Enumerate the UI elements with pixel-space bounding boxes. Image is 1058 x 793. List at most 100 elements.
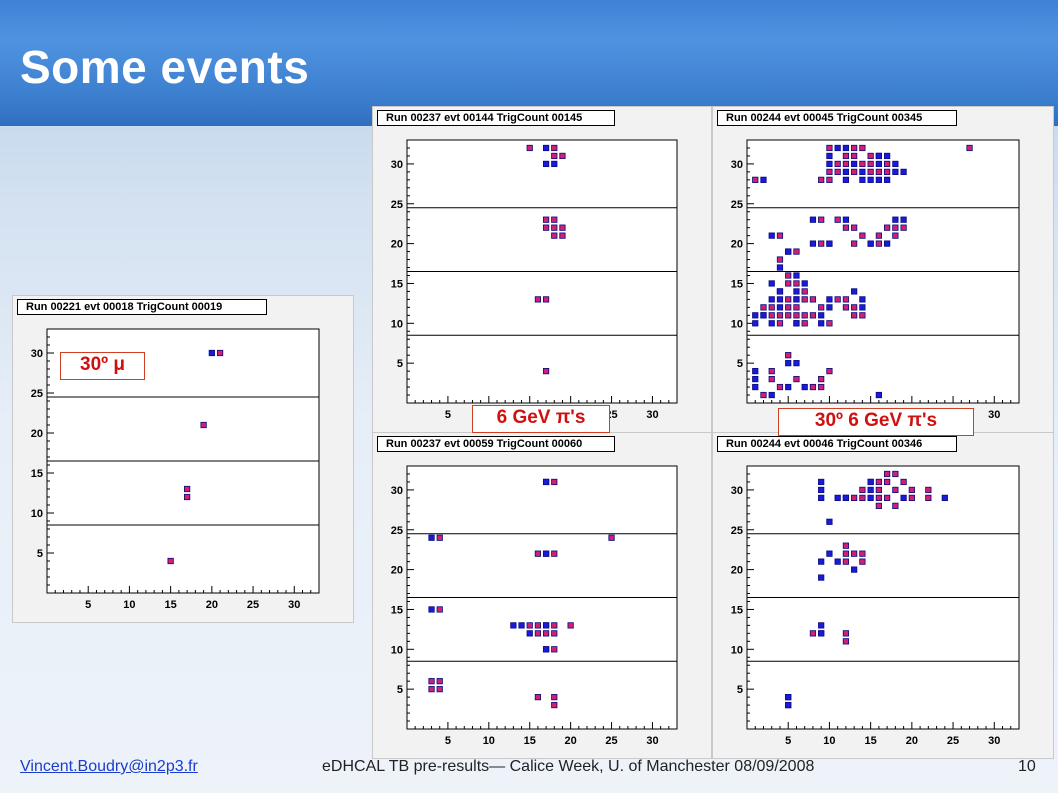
red-pad-hit [534,694,542,701]
red-pad-hit [785,280,792,287]
red-pad-hit [834,216,841,223]
red-pad-hit [818,383,825,391]
red-pad-hit [884,160,891,168]
red-pad-hit [551,224,558,231]
blue-pad-hit [826,240,833,247]
red-pad-hit [925,486,932,494]
red-pad-hit [801,296,808,303]
red-pad-hit [793,375,800,383]
blue-pad-hit [818,494,825,501]
blue-pad-hit [518,622,525,629]
blue-pad-hit [752,368,759,375]
blue-pad-hit [818,312,825,319]
red-pad-hit [842,304,850,311]
red-pad-hit [834,296,841,303]
y-tick-label: 25 [731,199,743,211]
red-pad-hit [785,352,792,359]
blue-pad-hit [752,383,759,391]
x-tick-label: 15 [865,735,877,747]
red-pad-hit [768,375,775,383]
red-pad-hit [428,678,435,685]
blue-pad-hit [859,296,866,303]
blue-pad-hit [768,232,775,239]
red-pad-hit [859,144,866,152]
blue-pad-hit [785,248,792,255]
red-pad-hit [908,486,915,494]
red-pad-hit [867,152,874,160]
red-pad-hit [892,224,899,231]
blue-pad-hit [801,383,808,391]
blue-pad-hit [768,280,775,287]
red-pad-hit [752,176,759,183]
y-tick-label: 30 [31,348,43,360]
blue-pad-hit [428,534,435,541]
blue-pad-hit [900,494,907,501]
event-display-pi-2: 5 10 15 20 25 30 5 10 15 20 25 30 Run 00237 evt 000… [372,432,712,759]
y-tick-label: 10 [391,644,403,656]
y-tick-label: 30 [391,159,403,171]
red-pad-hit [851,224,858,231]
red-pad-hit [551,622,558,629]
red-pad-hit [768,304,775,311]
event-display-title: Run 00237 evt 00059 TrigCount 00060 [377,436,615,452]
red-pad-hit [851,550,858,557]
footer-email[interactable]: Vincent.Boudry@in2p3.fr [20,758,198,776]
red-pad-hit [842,224,850,231]
red-pad-hit [809,630,817,637]
red-pad-hit [818,375,825,383]
red-pad-hit [884,470,891,478]
red-pad-hit [908,494,915,501]
pion-30deg-label: 30º 6 GeV π's [778,408,974,436]
blue-pad-hit [818,622,825,629]
blue-pad-hit [551,160,558,168]
blue-pad-hit [776,304,784,311]
y-tick-label: 5 [737,684,743,696]
red-pad-hit [551,646,558,653]
x-tick-label: 25 [247,599,259,611]
red-pad-hit [184,493,191,501]
y-tick-label: 15 [731,604,743,616]
blue-pad-hit [859,304,866,311]
y-tick-label: 25 [731,525,743,537]
red-pad-hit [542,224,550,231]
red-pad-hit [542,630,550,637]
x-tick-label: 10 [483,735,495,747]
blue-pad-hit [776,296,784,303]
red-pad-hit [842,558,850,565]
blue-pad-hit [542,646,550,653]
email-link[interactable]: Vincent.Boudry@in2p3.fr [20,758,198,775]
blue-pad-hit [892,216,899,223]
x-tick-label: 15 [165,599,177,611]
blue-pad-hit [760,312,767,319]
blue-pad-hit [801,280,808,287]
blue-pad-hit [842,168,850,175]
blue-pad-hit [785,701,792,709]
red-pad-hit [542,216,550,223]
x-tick-label: 30 [988,409,1000,421]
pion-label: 6 GeV π's [472,405,610,433]
blue-pad-hit [842,216,850,223]
x-tick-label: 30 [646,735,658,747]
blue-pad-hit [884,176,891,183]
red-pad-hit [559,152,566,160]
event-display-mu: 5 10 15 20 25 30 5 10 15 20 25 30 Run 00221 evt 000… [12,295,354,623]
x-tick-label: 30 [288,599,300,611]
y-tick-label: 25 [391,199,403,211]
blue-pad-hit [793,296,800,303]
blue-pad-hit [867,494,874,501]
blue-pad-hit [542,622,550,629]
red-pad-hit [884,478,891,486]
y-tick-label: 20 [731,565,743,577]
y-tick-label: 10 [731,318,743,330]
event-display-title: Run 00244 evt 00046 TrigCount 00346 [717,436,957,452]
red-pad-hit [551,630,558,637]
red-pad-hit [834,168,841,175]
x-tick-label: 20 [565,735,577,747]
x-tick-label: 30 [988,735,1000,747]
red-pad-hit [534,550,542,557]
red-pad-hit [551,478,558,486]
red-pad-hit [526,144,533,152]
